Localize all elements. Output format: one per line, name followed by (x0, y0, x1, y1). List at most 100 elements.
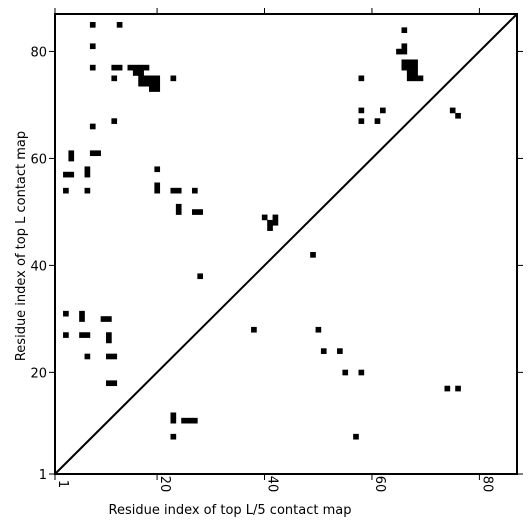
contact-cell-top-l5 (401, 48, 408, 55)
contact-cell-top-l (170, 412, 177, 419)
contact-cell-top-l5 (417, 75, 424, 82)
contact-cell-top-l (106, 337, 112, 344)
contact-cell-top-l5 (358, 107, 365, 114)
contact-cell-top-l (170, 187, 177, 194)
contact-cell-top-l (251, 326, 257, 333)
contact-cell-top-l (116, 22, 123, 28)
contact-cell-top-l (127, 64, 134, 71)
contact-cell-top-l (154, 182, 161, 189)
contact-cell-top-l5 (406, 59, 413, 66)
contact-cell-top-l5 (406, 64, 413, 71)
contact-cell-top-l (149, 80, 155, 87)
contact-cell-top-l (261, 214, 268, 221)
contact-cell-top-l (267, 225, 273, 231)
contact-cell-top-l (84, 353, 91, 360)
contact-cell-top-l (132, 64, 139, 71)
x-tick-label: 80 (479, 476, 494, 493)
y-tick-label: 40 (30, 259, 47, 274)
contact-cell-top-l5 (401, 43, 408, 50)
x-tick-label: 1 (55, 480, 70, 488)
y-tick-label: 80 (30, 45, 47, 60)
contact-cell-top-l (111, 64, 118, 71)
contact-cell-top-l (143, 80, 150, 87)
contact-cell-top-l (111, 75, 118, 82)
contact-cell-top-l (138, 70, 144, 76)
contact-cell-top-l (68, 150, 75, 157)
contact-cell-top-l (89, 150, 96, 157)
contact-cell-top-l (79, 316, 85, 322)
contact-cell-top-l (138, 75, 144, 82)
contact-cell-top-l (106, 332, 112, 338)
contact-cell-top-l (272, 219, 279, 226)
contact-cell-top-l (100, 316, 107, 322)
contact-cell-top-l5 (380, 107, 386, 114)
contact-cell-top-l (63, 332, 69, 338)
contact-cell-top-l (63, 310, 69, 317)
contact-cell-top-l (170, 75, 177, 82)
contact-cell-top-l (197, 273, 204, 280)
contact-cell-top-l (320, 348, 327, 354)
contact-cell-top-l (143, 75, 150, 82)
contact-cell-top-l5 (358, 75, 365, 82)
contact-cell-top-l (89, 64, 96, 71)
contact-cell-top-l (111, 118, 118, 124)
contact-cell-top-l5 (449, 107, 456, 114)
contact-cell-top-l (358, 369, 365, 376)
contact-cell-top-l5 (412, 70, 418, 76)
axis-ticks: 1 20 40 60 80 1 20 40 60 80 (30, 8, 523, 492)
contact-cell-top-l (353, 433, 359, 440)
contact-cell-top-l (84, 187, 91, 194)
x-tick-label: 60 (372, 476, 387, 493)
y-tick-label: 60 (30, 152, 47, 167)
contact-cell-top-l (63, 171, 69, 178)
contact-cell-top-l (170, 417, 177, 424)
contact-cell-top-l (68, 171, 75, 178)
contact-cell-top-l5 (412, 75, 418, 82)
contact-cell-top-l5 (412, 64, 418, 71)
contact-cell-top-l (154, 86, 161, 92)
contact-cell-top-l (84, 166, 91, 173)
contact-cell-top-l (310, 252, 316, 258)
contact-cell-top-l (79, 310, 85, 317)
contact-cell-top-l (315, 326, 322, 333)
contact-cell-top-l (197, 209, 204, 215)
contact-cell-top-l5 (406, 75, 413, 82)
contact-cell-top-l5 (455, 112, 461, 119)
contact-cell-top-l (181, 417, 187, 424)
contact-cell-top-l (272, 214, 279, 221)
y-tick-label: 1 (39, 468, 47, 483)
diagonal-line (54, 13, 518, 475)
contact-cell-top-l (111, 380, 118, 387)
contact-cell-top-l (170, 433, 177, 440)
contact-cell-top-l (337, 348, 343, 354)
contact-cell-top-l (106, 316, 112, 322)
contact-cells (63, 22, 461, 440)
contact-cell-top-l (186, 417, 193, 424)
contact-cell-top-l5 (401, 64, 408, 71)
contact-cell-top-l (106, 353, 112, 360)
contact-cell-top-l (191, 417, 198, 424)
contact-cell-top-l (63, 187, 69, 194)
contact-cell-top-l5 (412, 59, 418, 66)
y-tick-label: 20 (30, 366, 47, 381)
contact-cell-top-l (138, 80, 144, 87)
contact-cell-top-l5 (401, 59, 408, 66)
contact-cell-top-l (132, 70, 139, 76)
contact-cell-top-l5 (401, 27, 408, 34)
contact-cell-top-l (175, 203, 182, 210)
contact-cell-top-l5 (358, 118, 365, 124)
contact-cell-top-l (191, 209, 198, 215)
contact-cell-top-l (149, 86, 155, 92)
contact-cell-top-l (267, 219, 273, 226)
contact-cell-top-l (79, 332, 85, 338)
contact-cell-top-l (89, 22, 96, 28)
contact-cell-top-l (175, 187, 182, 194)
contact-cell-top-l5 (396, 48, 402, 55)
contact-cell-top-l (84, 171, 91, 178)
contact-cell-top-l (89, 43, 96, 50)
contact-cell-top-l (68, 155, 75, 162)
contact-cell-top-l (149, 75, 155, 82)
y-axis-label: Residue index of top L contact map (14, 131, 29, 361)
contact-cell-top-l (342, 369, 349, 376)
